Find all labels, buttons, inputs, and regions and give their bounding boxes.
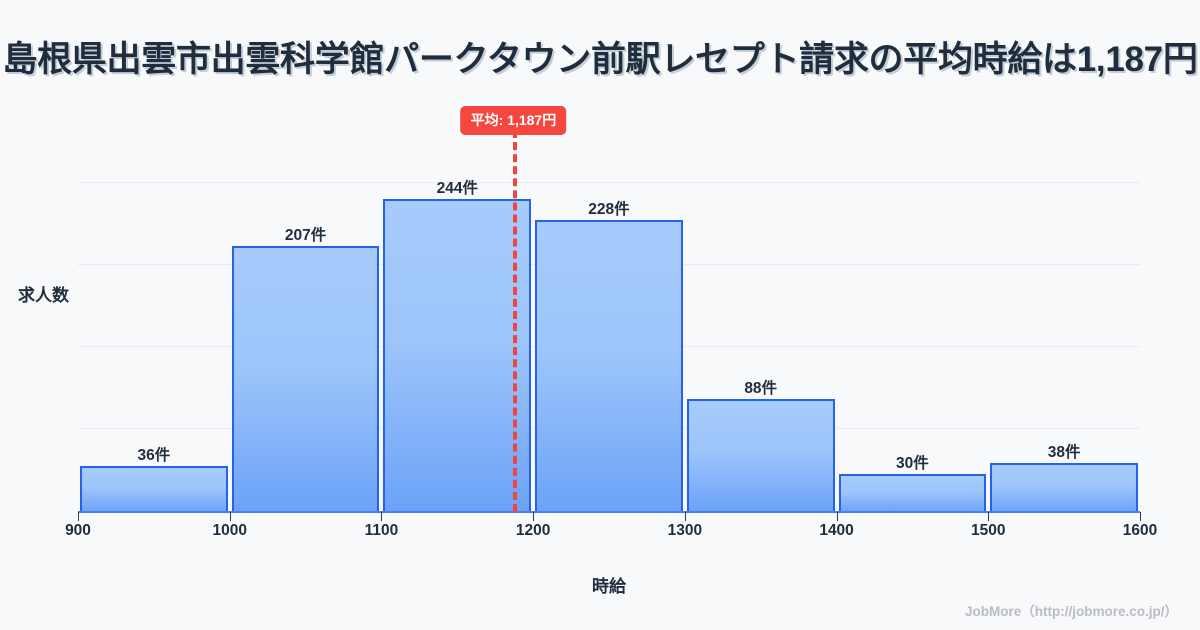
x-tick-label: 1000 — [212, 522, 247, 539]
x-tick-label: 1300 — [667, 522, 703, 539]
x-tick-label: 1600 — [1122, 522, 1158, 539]
bar-value-label: 207件 — [284, 227, 327, 245]
x-tick-mark — [1140, 512, 1141, 521]
x-tick-label: 1100 — [364, 522, 399, 539]
histogram-bar — [80, 465, 228, 512]
y-axis-title: 求人数 — [18, 286, 69, 305]
page-title: 島根県出雲市出雲科学館パークタウン前駅レセプト請求の平均時給は1,187円 — [2, 40, 1198, 79]
gridline — [78, 182, 1140, 183]
histogram-bar — [838, 473, 987, 512]
x-tick-label: 1500 — [971, 522, 1006, 539]
histogram-bar — [535, 219, 683, 512]
x-tick-mark — [988, 512, 990, 521]
x-tick-label: 900 — [65, 522, 91, 539]
x-tick-mark — [381, 512, 383, 521]
histogram-bar — [383, 199, 532, 512]
bar-value-label: 38件 — [1047, 444, 1081, 462]
plot-area — [78, 140, 1140, 512]
x-axis-title: 時給 — [592, 577, 626, 596]
x-tick-label: 1400 — [819, 522, 854, 539]
x-tick-mark — [533, 512, 535, 521]
x-axis-line — [78, 511, 1140, 513]
bar-value-label: 88件 — [744, 380, 778, 398]
x-tick-mark — [684, 512, 686, 521]
average-line — [513, 130, 518, 512]
footer-credit: JobMore（http://jobmore.co.jp/） — [965, 604, 1178, 619]
bar-value-label: 30件 — [896, 454, 929, 472]
x-tick-mark — [836, 512, 838, 521]
histogram-bar — [686, 399, 835, 512]
x-tick-mark — [78, 512, 79, 521]
bar-value-label: 244件 — [436, 180, 478, 197]
average-badge: 平均: 1,187円 — [460, 106, 567, 135]
x-tick-mark — [229, 512, 231, 521]
x-tick-label: 1200 — [515, 522, 551, 539]
bar-value-label: 228件 — [588, 200, 630, 218]
histogram-bar — [990, 463, 1138, 512]
histogram-bar — [231, 246, 380, 512]
bar-value-label: 36件 — [137, 446, 171, 464]
